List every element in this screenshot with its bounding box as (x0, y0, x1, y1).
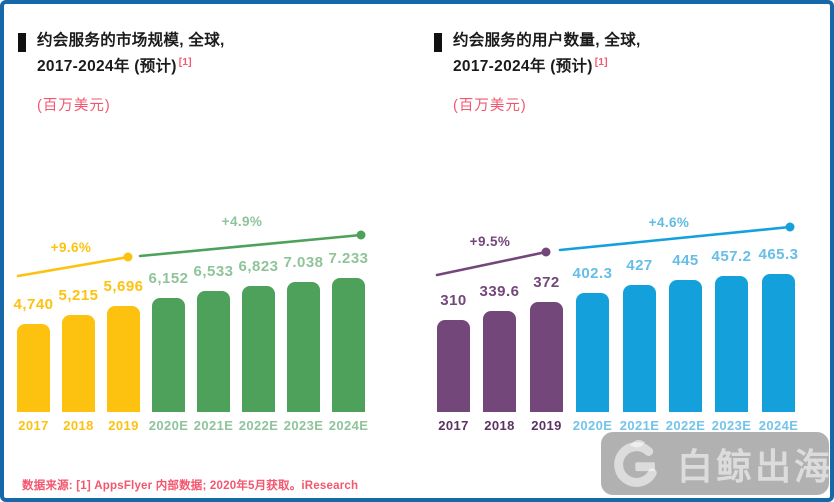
growth-trend-line (435, 247, 551, 277)
watermark: 白鲸出海 (601, 432, 830, 495)
chart-title-market-size: 约会服务的市场规模, 全球, 2017-2024年 (预计) [1] (37, 30, 225, 78)
title-marker-icon (434, 33, 442, 52)
whale-logo-icon (614, 439, 657, 487)
chart-panel-market-size: 约会服务的市场规模, 全球, 2017-2024年 (预计) [1] (百万美元) (18, 30, 225, 115)
footnote-ref: [1] (178, 57, 192, 68)
growth-trend-lines-layer (16, 222, 795, 278)
data-source-note: 数据来源: [1] AppsFlyer 内部数据; 2020年5月获取。iRes… (22, 480, 359, 492)
growth-trend-line (16, 252, 133, 278)
title-line-2: 2017-2024年 (预计) (37, 58, 177, 76)
chart-panel-user-count: 约会服务的用户数量, 全球, 2017-2024年 (预计) [1] (百万美元) (434, 30, 641, 115)
chart-title-user-count: 约会服务的用户数量, 全球, 2017-2024年 (预计) [1] (453, 30, 641, 78)
unit-label: (百万美元) (37, 98, 111, 115)
trend-endpoint-dot (356, 230, 366, 240)
unit-label: (百万美元) (453, 98, 527, 115)
growth-trend-line (558, 222, 795, 252)
title-line-1: 约会服务的用户数量, 全球, (453, 32, 641, 49)
trend-endpoint-dot (541, 247, 551, 257)
watermark-text: 白鲸出海 (677, 445, 834, 487)
title-line-2: 2017-2024年 (预计) (453, 58, 593, 76)
footnote-ref: [1] (594, 57, 608, 68)
growth-trend-line (138, 230, 366, 258)
trend-endpoint-dot (785, 222, 795, 232)
title-line-1: 约会服务的市场规模, 全球, (37, 32, 225, 49)
trend-endpoint-dot (123, 252, 133, 262)
title-marker-icon (18, 33, 26, 52)
